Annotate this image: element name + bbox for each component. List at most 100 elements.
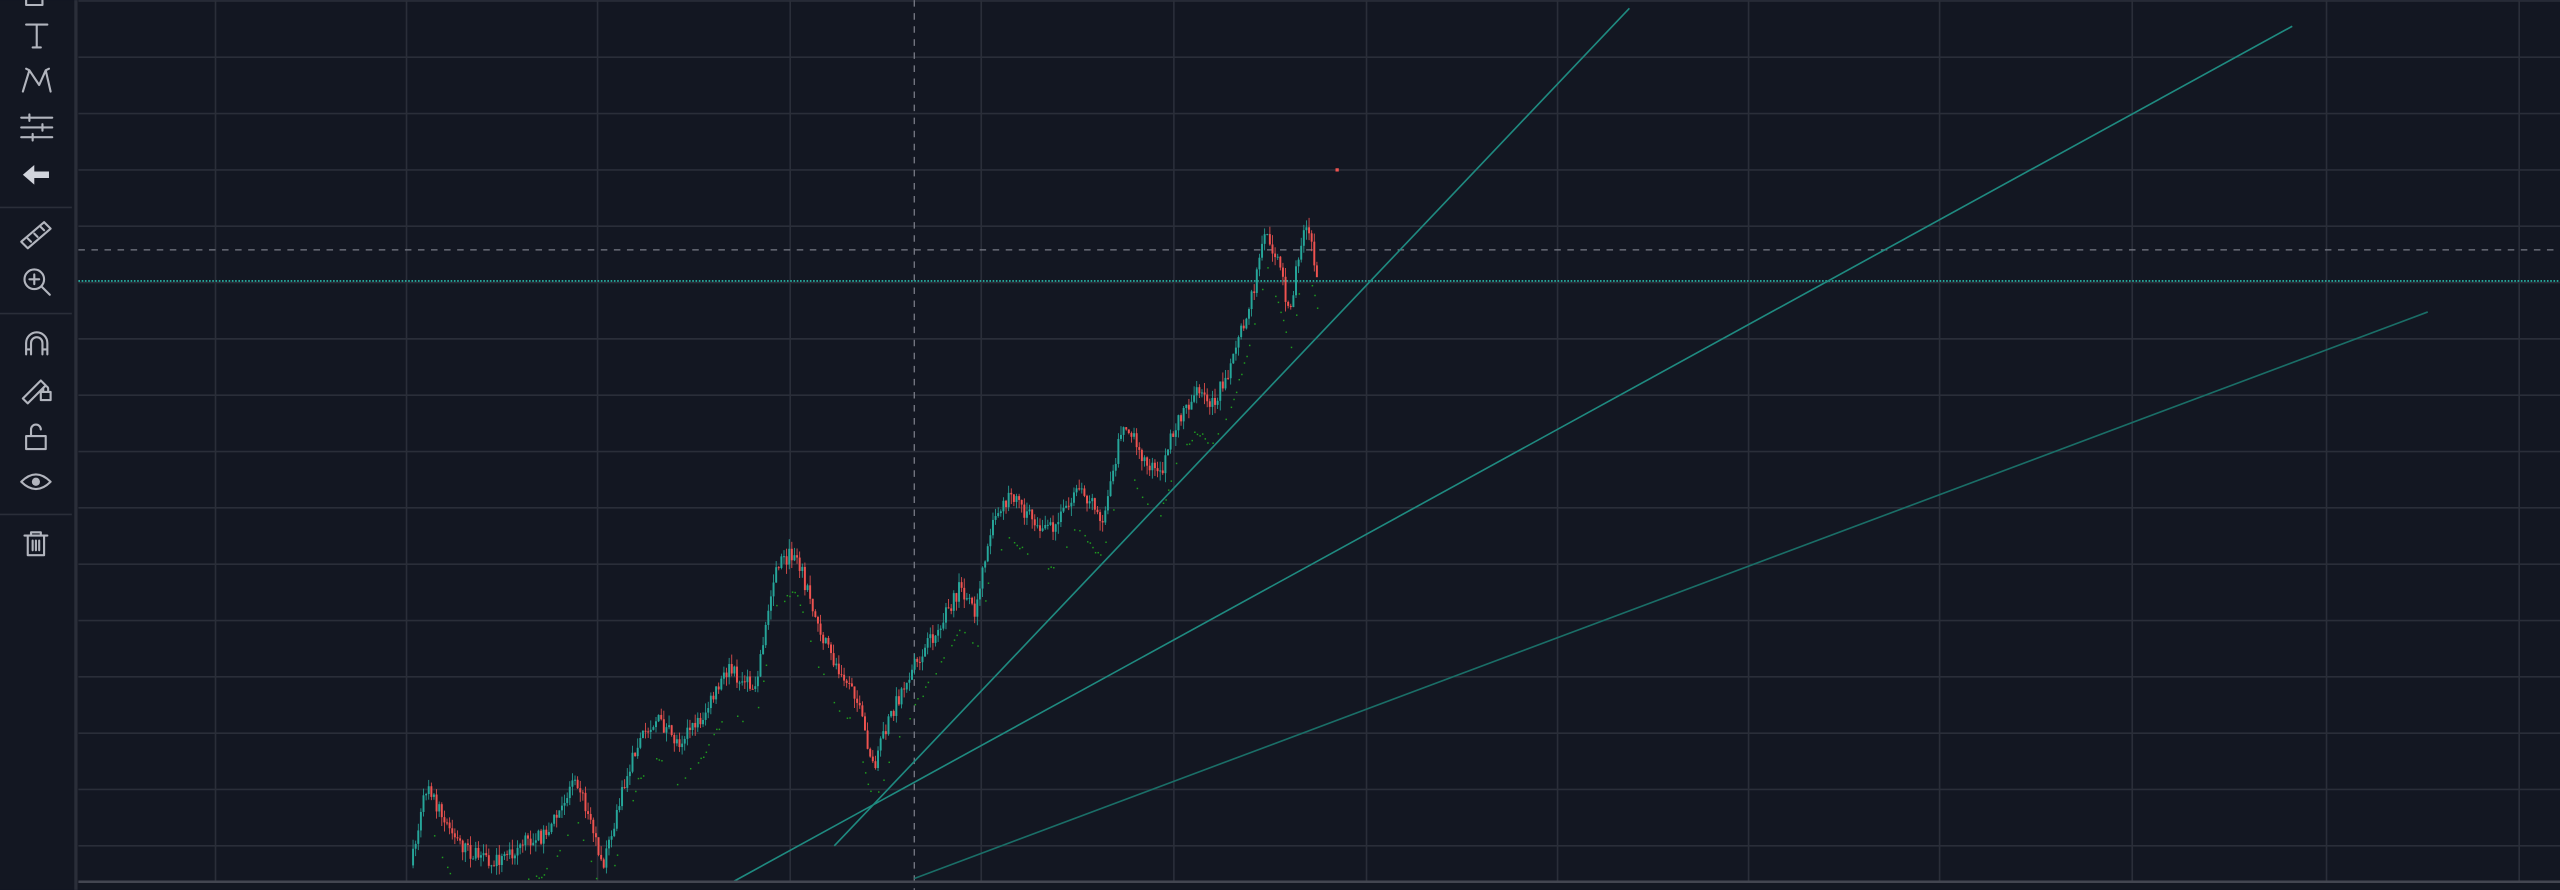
- candle-body: [840, 674, 843, 676]
- indicator-dot: [1175, 462, 1178, 465]
- indicator-dot: [1050, 566, 1052, 568]
- candle-body: [1002, 500, 1005, 512]
- unlock-tool[interactable]: [25, 423, 47, 451]
- candle-body: [662, 719, 665, 733]
- candle-body: [1180, 415, 1183, 422]
- candle-body: [555, 814, 558, 818]
- candle-body: [809, 585, 812, 599]
- candle-body: [563, 802, 566, 806]
- candle-body: [942, 622, 945, 629]
- zoom-tool[interactable]: [23, 268, 46, 291]
- candle-body: [811, 598, 814, 612]
- zoom-tool-cross[interactable]: [28, 273, 51, 296]
- adjust-tool[interactable]: [20, 113, 54, 142]
- text-tool[interactable]: [25, 23, 49, 49]
- candle-body: [495, 854, 498, 867]
- candle-body: [615, 809, 618, 829]
- candle-body: [1054, 524, 1057, 532]
- candle-body: [503, 853, 506, 857]
- indicator-dot: [1204, 438, 1207, 440]
- candle-body: [850, 683, 853, 687]
- candle-body: [1169, 433, 1172, 450]
- trend-line[interactable]: [732, 25, 2293, 883]
- candle-body: [493, 865, 496, 867]
- candle-body: [905, 682, 908, 690]
- candle-body: [895, 696, 898, 716]
- candle-body: [1255, 269, 1258, 293]
- indicator-dot: [922, 695, 924, 698]
- candle-body: [474, 847, 477, 859]
- candle-body: [819, 623, 822, 635]
- indicator-dot: [1296, 314, 1298, 316]
- candle-body: [581, 792, 584, 794]
- candle-body: [1248, 309, 1250, 319]
- candle-body: [965, 598, 968, 600]
- trash-tool[interactable]: [23, 531, 49, 557]
- candle-body: [649, 729, 652, 732]
- indicator-dot: [1021, 546, 1024, 549]
- magnet-tool[interactable]: [25, 331, 49, 356]
- candle-body: [736, 666, 738, 683]
- candle-body: [1028, 509, 1031, 512]
- candle-body: [1289, 305, 1292, 308]
- candle-body: [1229, 363, 1232, 379]
- indicator-dot: [1165, 499, 1167, 501]
- candle-body: [754, 686, 757, 689]
- indicator-dot: [898, 736, 901, 738]
- tool-icon[interactable]: [25, 0, 44, 7]
- candle-body: [1164, 455, 1167, 474]
- candle-body: [1091, 498, 1094, 502]
- candle-body: [623, 787, 626, 789]
- candle-body: [775, 567, 778, 583]
- candle-body: [1274, 253, 1277, 258]
- pattern-tool[interactable]: [21, 67, 52, 93]
- candle-body: [772, 582, 775, 597]
- candle-body: [644, 730, 647, 732]
- candle-body: [628, 771, 631, 777]
- indicator-dot: [541, 876, 543, 879]
- trend-line[interactable]: [833, 7, 1630, 847]
- candle-body: [756, 676, 759, 687]
- indicator-dot: [1087, 541, 1089, 543]
- indicator-dot: [567, 834, 569, 837]
- candle-body: [1174, 430, 1177, 437]
- trend-line[interactable]: [913, 311, 2429, 880]
- ruler-tool[interactable]: [20, 221, 52, 250]
- indicator-dot: [661, 760, 663, 762]
- candle-body: [1295, 266, 1297, 296]
- indicator-dot: [799, 604, 802, 607]
- marker: [1335, 168, 1339, 172]
- indicator-dot: [1147, 503, 1149, 505]
- indicator-dot: [708, 744, 710, 746]
- candle-body: [1187, 404, 1190, 410]
- candle-body: [461, 840, 464, 853]
- candle-body: [856, 698, 859, 703]
- indicator-dot: [1013, 541, 1016, 544]
- candle-body: [1151, 462, 1154, 471]
- candle-body: [997, 513, 1000, 517]
- lock-drawing-tool[interactable]: [21, 379, 52, 405]
- candle-body: [861, 705, 864, 717]
- eye-tool[interactable]: [20, 473, 52, 491]
- back-tool[interactable]: [22, 165, 49, 185]
- candle-body: [524, 835, 527, 846]
- indicator-dot: [794, 591, 796, 594]
- candle-body: [981, 567, 984, 589]
- candle-body: [1206, 394, 1209, 402]
- candle-body: [916, 658, 919, 662]
- indicator-dot: [1207, 442, 1209, 444]
- candle-body: [877, 750, 880, 769]
- candle-body: [678, 739, 681, 748]
- candle-body: [830, 644, 832, 654]
- candle-body: [707, 708, 710, 713]
- candle-body: [459, 838, 462, 841]
- candle-body: [976, 599, 979, 617]
- candle-body: [733, 666, 736, 674]
- candle-body: [1284, 276, 1287, 302]
- indicator-dot: [846, 717, 849, 719]
- indicator-dot: [1241, 373, 1243, 376]
- indicator-dot: [943, 657, 945, 659]
- candle-body: [1268, 234, 1271, 245]
- candle-body: [785, 556, 788, 565]
- candle-body: [688, 727, 691, 731]
